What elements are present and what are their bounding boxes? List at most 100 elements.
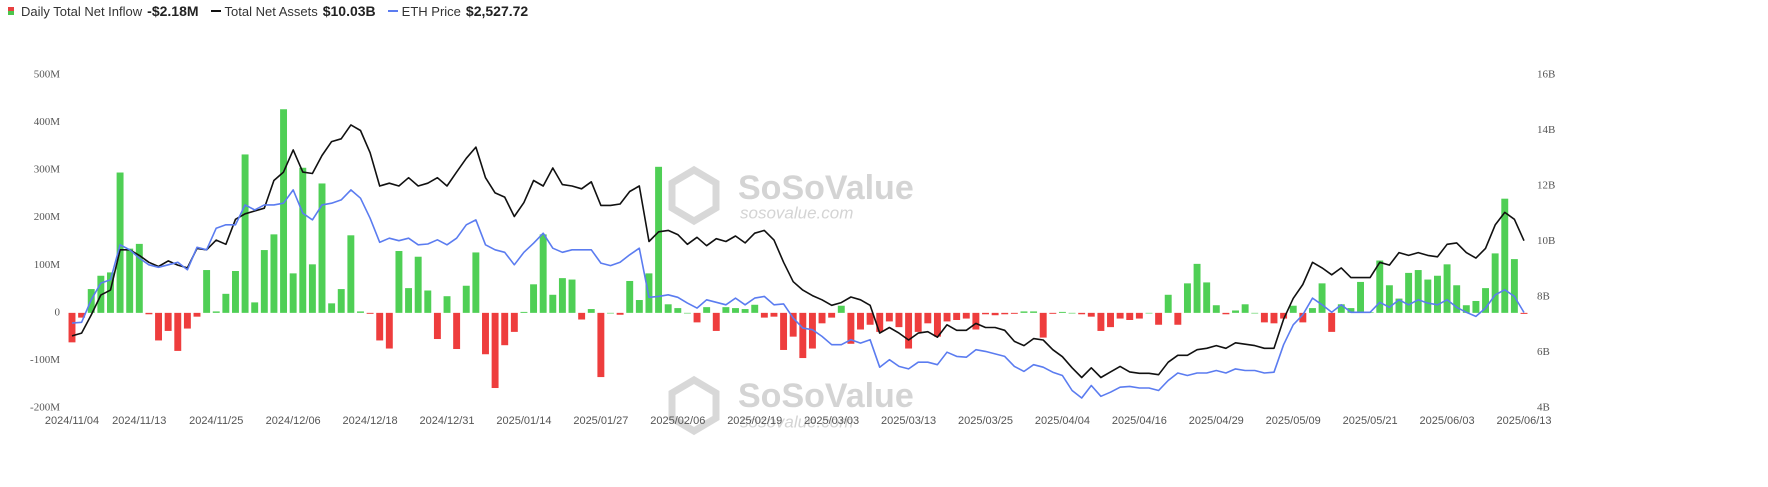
bar [1155,312,1163,325]
legend-icon [387,10,398,12]
bar [299,167,307,313]
bar [1116,312,1124,319]
bar [222,293,230,313]
bar [357,311,364,313]
bar [655,166,663,313]
legend-item[interactable]: Daily Total Net Inflow -$2.18M [8,3,199,19]
bar [1318,283,1326,313]
bars [68,109,1528,389]
bar [174,312,182,351]
y-tick-label: 0 [55,306,61,318]
bar [116,172,124,313]
bar [558,278,566,313]
x-tick-label: 2024/12/31 [419,415,474,427]
watermark-url: sosovalue.com [740,203,853,222]
legend-item[interactable]: ETH Price $2,527.72 [387,3,529,19]
y-tick-label: 400M [34,116,61,128]
bar [568,279,576,313]
legend-value: $10.03B [322,3,376,19]
bar [539,234,547,313]
bar [405,288,413,313]
bar [1222,312,1230,315]
bar [1289,305,1297,313]
y-tick-label: 300M [34,164,61,176]
bar [635,300,643,313]
bar [241,154,249,313]
legend-label: Total Net Assets [224,3,318,19]
bar [818,312,826,324]
bar [1039,312,1047,338]
bar [1395,298,1403,313]
bar [693,312,701,323]
bar [1232,310,1239,313]
bar [607,312,614,314]
watermark-text: SoSoValue [738,169,914,207]
x-tick-label: 2025/03/03 [804,415,859,427]
bar [587,309,595,313]
bar [751,304,759,313]
legend-label: ETH Price [401,3,461,19]
bar [1482,288,1489,313]
bar [712,312,720,331]
x-tick-label: 2025/05/21 [1343,415,1398,427]
x-tick-label: 2025/04/29 [1189,415,1244,427]
x-tick-label: 2025/04/04 [1035,415,1090,427]
bar [1020,311,1028,313]
bar [482,312,489,355]
bar [837,305,845,313]
bar [510,312,518,332]
line [71,124,1525,379]
y-tick-label: -100M [30,354,60,366]
y2-tick-label: 12B [1537,180,1555,192]
bar [616,312,624,315]
bar [1260,312,1268,323]
bar [972,312,980,330]
bar [1030,311,1038,313]
bar [385,312,393,349]
bar [1270,312,1278,324]
bar [251,302,259,313]
bar [1453,285,1461,313]
bar [741,309,749,313]
legend-icon [8,7,14,15]
bar [78,312,86,318]
bar [193,312,201,317]
x-tick-label: 2025/02/06 [650,415,705,427]
bar [760,312,768,318]
bar [1068,312,1076,314]
bar [1443,264,1451,313]
x-tick-label: 2025/06/13 [1496,415,1551,427]
bar [1001,312,1009,315]
y2-tick-label: 8B [1537,291,1550,303]
bar [232,270,239,313]
bar [308,264,316,313]
bar [376,312,384,341]
bar [847,312,855,344]
bar [1385,285,1393,313]
bar [1347,308,1355,313]
bar [414,256,422,313]
x-tick-label: 2025/04/16 [1112,415,1167,427]
bar [1078,312,1086,315]
bar [953,312,961,320]
bar [1472,300,1480,313]
bar [280,109,288,313]
watermark-url: sosovalue.com [740,412,853,431]
y2-tick-label: 4B [1537,402,1550,414]
legend-item[interactable]: Total Net Assets $10.03B [210,3,376,19]
bar [626,280,634,313]
bar [68,312,76,343]
bar [1241,304,1249,313]
bar [347,235,355,313]
bar [876,312,884,332]
line [71,189,1525,399]
bar [155,312,163,341]
y-tick-label: -200M [30,402,60,414]
bar [799,312,807,359]
bar [453,312,461,350]
bar [732,308,739,313]
bar [424,290,432,313]
bar [1087,312,1095,317]
legend-value: $2,527.72 [465,3,529,19]
